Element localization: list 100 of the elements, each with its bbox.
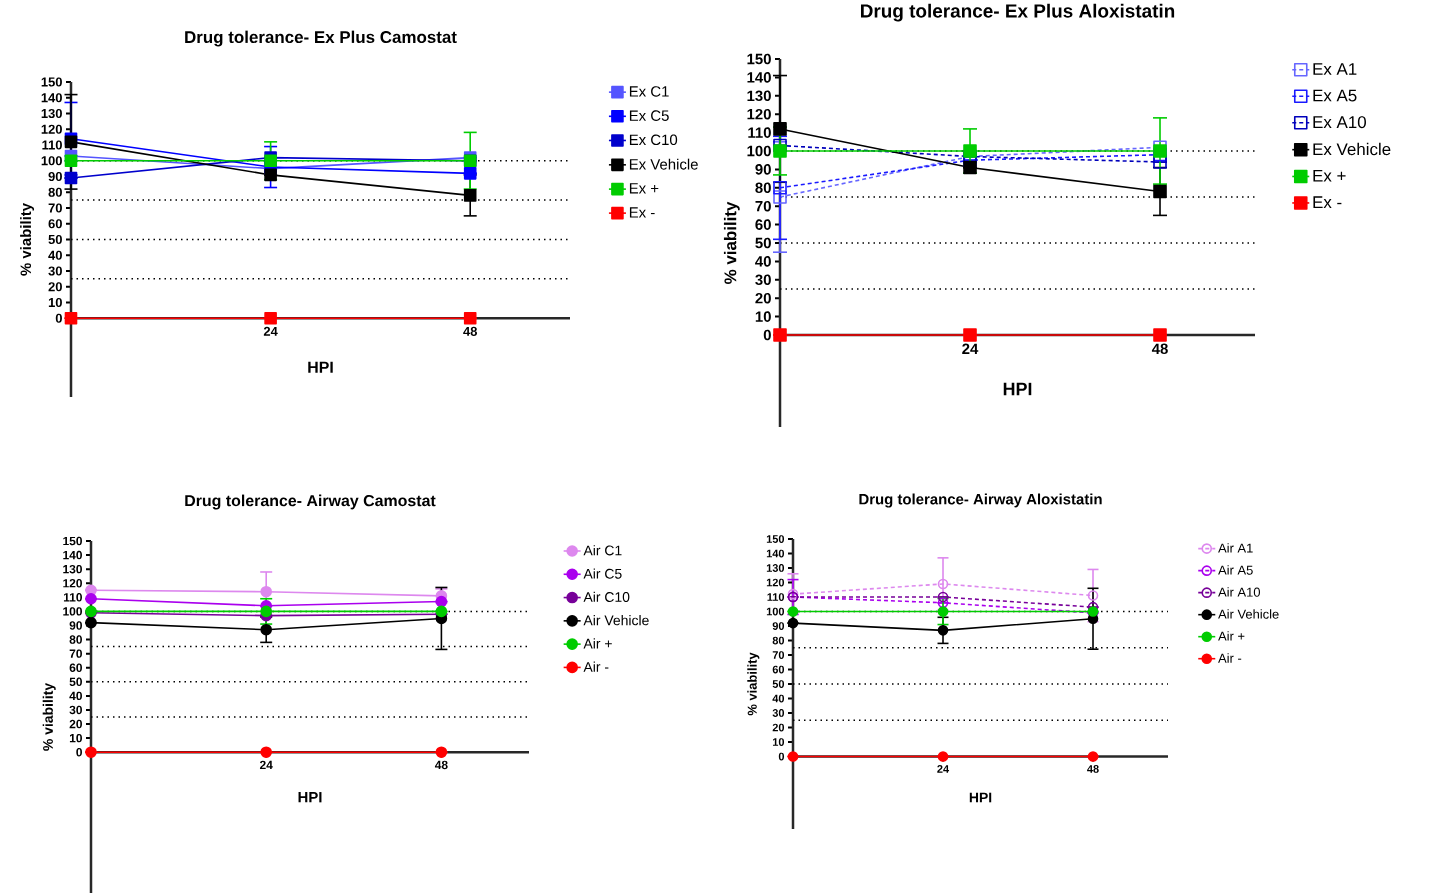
y-tick-label: 130	[63, 564, 82, 574]
y-tick-label: 10	[69, 733, 82, 743]
y-tick-label: 50	[69, 677, 82, 686]
legend-label: Ex Vehicle	[1313, 142, 1391, 156]
x-axis-title: HPI	[298, 791, 322, 803]
y-tick-label: 110	[42, 140, 62, 150]
y-tick-label: 70	[48, 203, 62, 213]
y-tick-label: 120	[766, 578, 785, 587]
y-tick-label: 130	[41, 108, 62, 118]
legend-label: Air C5	[583, 568, 622, 579]
y-tick-label: 110	[63, 592, 82, 602]
x-tick-label: 24	[263, 326, 278, 336]
y-tick-label: 90	[69, 621, 82, 630]
x-tick-label: 48	[463, 326, 478, 336]
legend-label: Ex C10	[629, 134, 678, 145]
y-tick-label: 50	[48, 234, 62, 244]
y-tick-label: 100	[766, 607, 785, 616]
y-tick-label: 20	[755, 292, 771, 304]
legend-label: Ex -	[1313, 196, 1342, 208]
y-tick-label: 0	[55, 313, 62, 323]
y-tick-label: 80	[69, 635, 82, 644]
legend-label: Air +	[583, 638, 612, 649]
y-tick-label: 110	[767, 593, 785, 601]
y-tick-label: 70	[69, 649, 82, 658]
legend-label: Ex A10	[1313, 116, 1366, 129]
legend-label: Air -	[583, 661, 609, 672]
y-tick-label: 150	[63, 536, 82, 546]
legend-label: Air Vehicle	[1218, 609, 1279, 619]
y-tick-label: 10	[48, 297, 62, 307]
legend-label: Air A10	[1218, 587, 1261, 597]
y-tick-label: 140	[747, 71, 771, 83]
y-tick-label: 100	[63, 607, 82, 616]
y-tick-label: 150	[766, 535, 785, 543]
chart-title: Drug tolerance- Ex Plus Camostat	[185, 30, 457, 47]
y-tick-label: 150	[41, 77, 62, 87]
y-tick-label: 100	[747, 145, 771, 157]
y-tick-label: 20	[48, 282, 62, 292]
x-axis-title: HPI	[1003, 382, 1032, 396]
y-tick-label: 70	[755, 200, 771, 212]
legend-label: Air C10	[583, 591, 630, 602]
y-tick-label: 110	[748, 127, 771, 138]
legend-label: Ex -	[629, 207, 655, 218]
y-tick-label: 0	[76, 747, 82, 757]
y-tick-label: 20	[69, 719, 82, 729]
y-tick-label: 30	[69, 705, 82, 715]
y-tick-label: 130	[747, 90, 771, 101]
legend-label: Air Vehicle	[583, 614, 649, 626]
y-tick-label: 40	[755, 255, 771, 267]
y-axis-title: % viability	[20, 202, 35, 276]
y-tick-label: 20	[772, 723, 785, 732]
y-tick-label: 90	[48, 171, 62, 181]
y-tick-label: 60	[48, 219, 62, 229]
y-tick-label: 90	[755, 163, 771, 175]
chart-title: Drug tolerance- Airway Aloxistatin	[859, 493, 1102, 508]
y-tick-label: 40	[69, 691, 82, 700]
legend-label: Ex C5	[629, 110, 669, 121]
x-tick-label: 48	[1151, 343, 1168, 354]
x-axis-title: HPI	[969, 792, 992, 803]
y-tick-label: 50	[755, 237, 771, 249]
y-tick-label: 50	[772, 680, 785, 688]
x-tick-label: 48	[434, 760, 448, 770]
y-tick-label: 0	[778, 752, 785, 761]
y-tick-label: 30	[48, 266, 62, 276]
legend-label: Ex A1	[1313, 63, 1357, 75]
y-tick-label: 140	[63, 550, 82, 560]
y-tick-label: 30	[755, 274, 771, 285]
legend-label: Ex C1	[629, 86, 669, 97]
y-tick-label: 30	[772, 709, 785, 717]
y-tick-label: 0	[763, 329, 771, 341]
y-tick-label: 120	[63, 578, 82, 588]
chart-title: Drug tolerance- Airway Camostat	[185, 494, 436, 510]
x-axis-title: HPI	[308, 361, 333, 373]
y-tick-label: 120	[747, 108, 771, 120]
y-tick-label: 150	[747, 53, 771, 65]
y-tick-label: 10	[755, 311, 771, 322]
y-tick-label: 140	[41, 93, 62, 103]
y-tick-label: 10	[772, 738, 785, 746]
legend-label: Ex +	[1313, 169, 1346, 182]
y-tick-label: 100	[41, 156, 62, 166]
x-tick-label: 24	[259, 760, 273, 769]
y-tick-label: 60	[755, 219, 771, 230]
y-tick-label: 130	[766, 564, 785, 572]
y-tick-label: 80	[755, 182, 771, 193]
y-tick-label: 60	[69, 663, 82, 672]
legend-label: Ex A5	[1313, 89, 1357, 102]
legend-label: Ex Vehicle	[629, 158, 698, 170]
y-axis-title: % viability	[42, 682, 56, 751]
y-axis-title: % viability	[723, 201, 740, 284]
legend-label: Air C1	[583, 545, 622, 556]
x-tick-label: 24	[937, 764, 950, 773]
legend-label: Air -	[1218, 653, 1242, 663]
x-tick-label: 24	[962, 343, 979, 354]
y-tick-label: 90	[772, 622, 785, 630]
x-tick-label: 48	[1087, 764, 1099, 773]
legend-label: Air A1	[1218, 543, 1253, 553]
y-axis-title: % viability	[747, 652, 760, 716]
y-tick-label: 140	[766, 549, 785, 558]
y-tick-label: 70	[772, 651, 785, 659]
y-tick-label: 80	[48, 187, 62, 197]
chart-title: Drug tolerance- Ex Plus Aloxistatin	[861, 3, 1175, 22]
